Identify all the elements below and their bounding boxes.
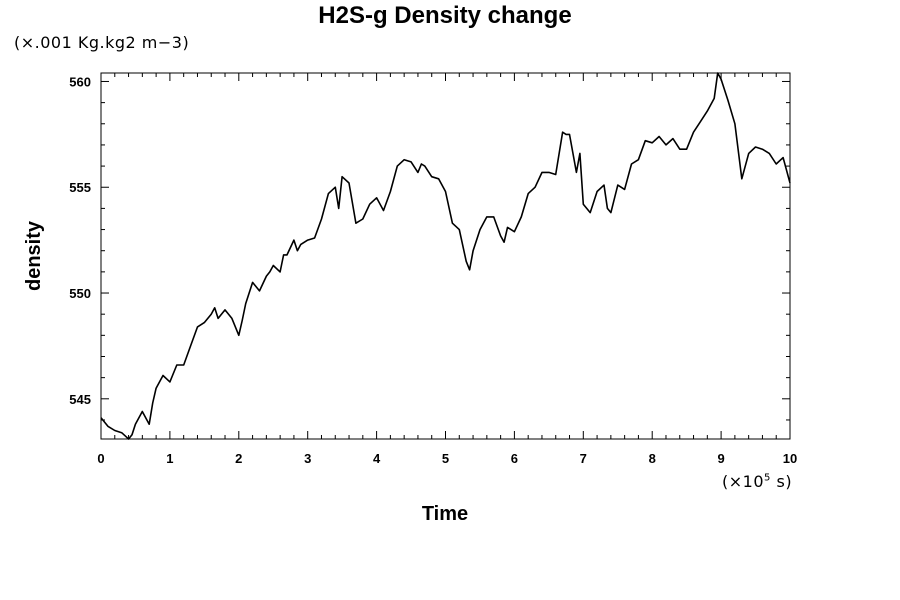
x-tick-label: 8 xyxy=(649,451,656,466)
x-tick-label: 9 xyxy=(717,451,724,466)
y-unit-label: (×.001 Kg.kg2 m−3) xyxy=(14,33,190,52)
x-tick-label: 7 xyxy=(580,451,587,466)
x-unit-suffix: s) xyxy=(770,472,793,491)
y-tick-label: 550 xyxy=(69,286,91,301)
tick-labels: 0 1 2 3 4 5 6 7 8 9 10 545 550 555 560 xyxy=(69,74,797,466)
y-tick-label: 555 xyxy=(69,180,91,195)
plot-frame xyxy=(100,72,791,440)
x-tick-label: 4 xyxy=(373,451,381,466)
x-tick-label: 3 xyxy=(304,451,311,466)
x-tick-label: 10 xyxy=(783,451,797,466)
density-series-line xyxy=(100,72,791,440)
y-tick-label: 545 xyxy=(69,392,91,407)
x-tick-label: 0 xyxy=(97,451,104,466)
y-axis-title: density xyxy=(23,220,45,291)
x-unit-exponent: 5 xyxy=(764,472,771,484)
x-tick-label: 2 xyxy=(235,451,242,466)
x-unit-label: (×105 s) xyxy=(722,472,792,491)
chart-title: H2S-g Density change xyxy=(318,2,572,29)
x-tick-label: 5 xyxy=(442,451,449,466)
y-tick-label: 560 xyxy=(69,74,91,89)
x-axis-title: Time xyxy=(422,503,468,525)
x-tick-label: 1 xyxy=(166,451,173,466)
x-tick-label: 6 xyxy=(511,451,518,466)
axis-ticks xyxy=(100,73,791,439)
x-unit-prefix: (×10 xyxy=(722,472,765,491)
